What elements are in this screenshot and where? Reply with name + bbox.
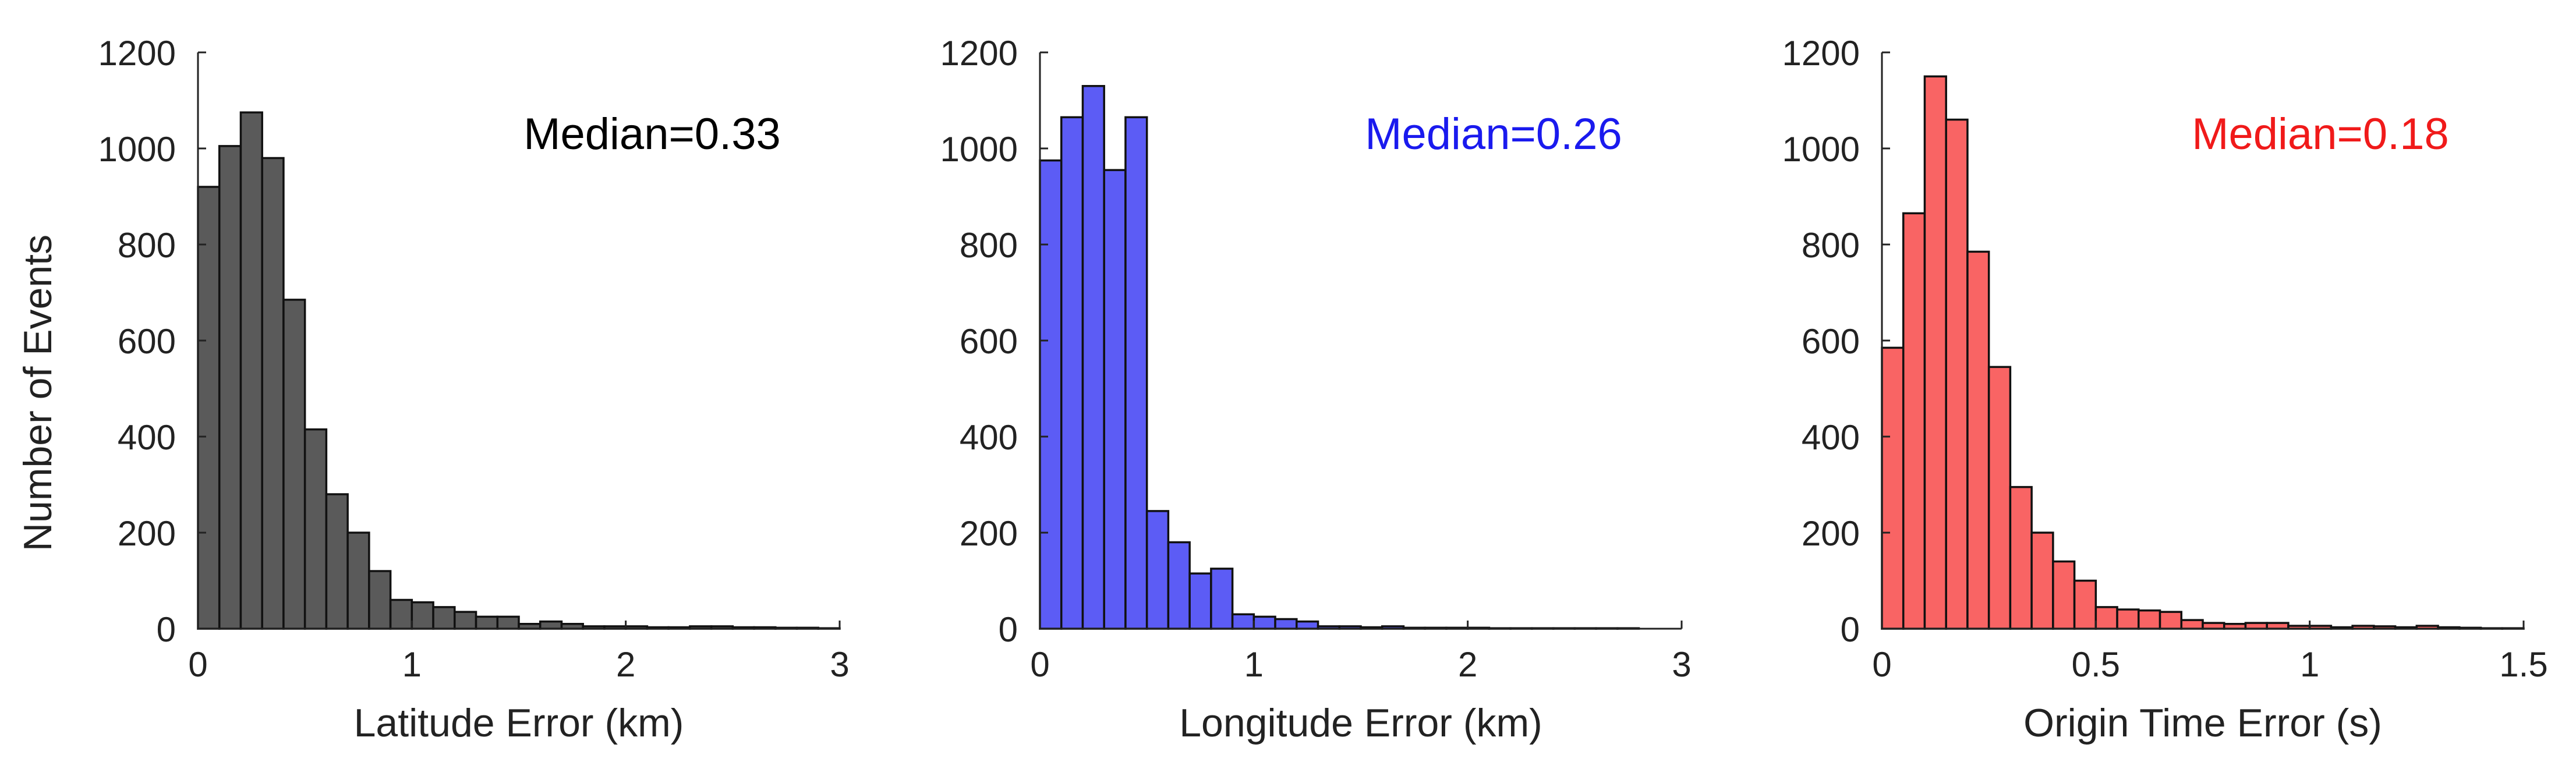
y-tick-label: 400: [960, 418, 1018, 457]
histogram-panel-3: 0 200 400 600 800 1000 1200 0 0.5 1 1.5 Origin Time…: [1782, 34, 2548, 745]
histogram-bar: [1060, 116, 1084, 630]
median-annotation: Median=0.26: [1365, 109, 1622, 159]
histogram-bar: [261, 157, 285, 630]
histogram-bar: [1167, 541, 1191, 630]
histogram-bar: [239, 111, 263, 630]
histogram-bar: [1945, 118, 1969, 630]
y-tick-label: 0: [1841, 610, 1860, 649]
histogram-bar: [1966, 250, 1990, 630]
histogram-bar: [1231, 613, 1255, 630]
histogram-bar: [432, 606, 456, 630]
y-tick-label: 800: [118, 226, 176, 265]
x-tick-label: 0: [1030, 645, 1049, 684]
x-tick-label: 3: [830, 645, 849, 684]
median-annotation: Median=0.33: [523, 109, 781, 159]
histogram-bar: [1881, 346, 1905, 630]
histogram-bar: [2138, 609, 2161, 630]
x-tick-label: 2: [1458, 645, 1477, 684]
histogram-bar: [1923, 75, 1947, 630]
x-axis-label: Longitude Error (km): [1179, 701, 1542, 745]
y-tick-label: 600: [118, 322, 176, 361]
histogram-bar: [2009, 486, 2033, 630]
histogram-bar: [1987, 366, 2012, 630]
histogram-bar: [2116, 608, 2140, 630]
histogram-bar: [1145, 510, 1170, 630]
histogram-bar: [2073, 579, 2097, 630]
histogram-bar: [1296, 620, 1319, 630]
histogram-bar: [1210, 568, 1234, 630]
histogram-bar: [346, 531, 370, 630]
y-tick-label: 1200: [1782, 34, 1860, 73]
histogram-bar: [411, 601, 434, 630]
x-axis-label: Origin Time Error (s): [2023, 701, 2382, 745]
y-tick-label: 0: [157, 610, 176, 649]
x-tick-label: 1: [402, 645, 422, 684]
histogram-bar: [1252, 615, 1276, 630]
y-tick-label: 1000: [1782, 130, 1860, 169]
x-tick-label: 3: [1672, 645, 1691, 684]
histogram-bar: [475, 615, 499, 630]
histogram-bar: [282, 299, 306, 630]
y-tick-label: 800: [1802, 226, 1860, 265]
y-tick-label: 1000: [940, 130, 1018, 169]
histogram-bar: [303, 428, 328, 630]
x-tick-label: 2: [616, 645, 635, 684]
y-tick-label: 600: [1802, 322, 1860, 361]
histogram-bar: [368, 570, 392, 630]
histogram-bar: [325, 493, 349, 630]
y-tick-label: 1200: [940, 34, 1018, 73]
histogram-panel-1: 0 200 400 600 800 1000 1200 0 1 2 3 Latitude Error …: [98, 34, 850, 745]
histogram-bar: [1039, 159, 1063, 630]
x-tick-label: 0: [1872, 645, 1891, 684]
histogram-bar: [454, 611, 477, 630]
histogram-bar: [2094, 606, 2118, 630]
y-tick-label: 400: [1802, 418, 1860, 457]
histogram-panel-2: 0 200 400 600 800 1000 1200 0 1 2 3 Longitude Error…: [940, 34, 1692, 745]
x-tick-label: 0.5: [2072, 645, 2120, 684]
x-axis-label: Latitude Error (km): [354, 701, 684, 745]
histogram-bar: [496, 615, 520, 630]
median-annotation: Median=0.18: [2192, 109, 2449, 159]
histogram-bar: [2180, 619, 2204, 630]
histogram-bar: [1274, 618, 1298, 630]
histogram-bar: [1103, 169, 1127, 630]
histogram-bar: [539, 620, 563, 630]
x-tick-label: 0: [188, 645, 207, 684]
x-tick-label: 1.5: [2499, 645, 2547, 684]
y-tick-label: 0: [999, 610, 1018, 649]
y-tick-label: 1000: [98, 130, 176, 169]
histogram-bar: [2052, 560, 2076, 630]
y-tick-label: 800: [960, 226, 1018, 265]
y-tick-label: 200: [1802, 514, 1860, 553]
histogram-bar: [1188, 572, 1212, 630]
histogram-bar: [1124, 116, 1148, 630]
histogram-bar: [2030, 531, 2054, 630]
histogram-bar: [389, 598, 413, 630]
x-tick-label: 1: [1244, 645, 1264, 684]
histogram-bar: [218, 145, 242, 630]
histogram-bar: [1081, 85, 1105, 630]
shared-y-axis-label: Number of Events: [16, 235, 60, 551]
y-tick-label: 400: [118, 418, 176, 457]
y-tick-label: 1200: [98, 34, 176, 73]
histogram-bar: [2159, 611, 2183, 630]
y-tick-label: 200: [960, 514, 1018, 553]
y-tick-label: 200: [118, 514, 176, 553]
histogram-bar: [197, 186, 221, 630]
x-tick-label: 1: [2300, 645, 2319, 684]
y-tick-label: 600: [960, 322, 1018, 361]
histogram-bar: [1902, 212, 1926, 630]
